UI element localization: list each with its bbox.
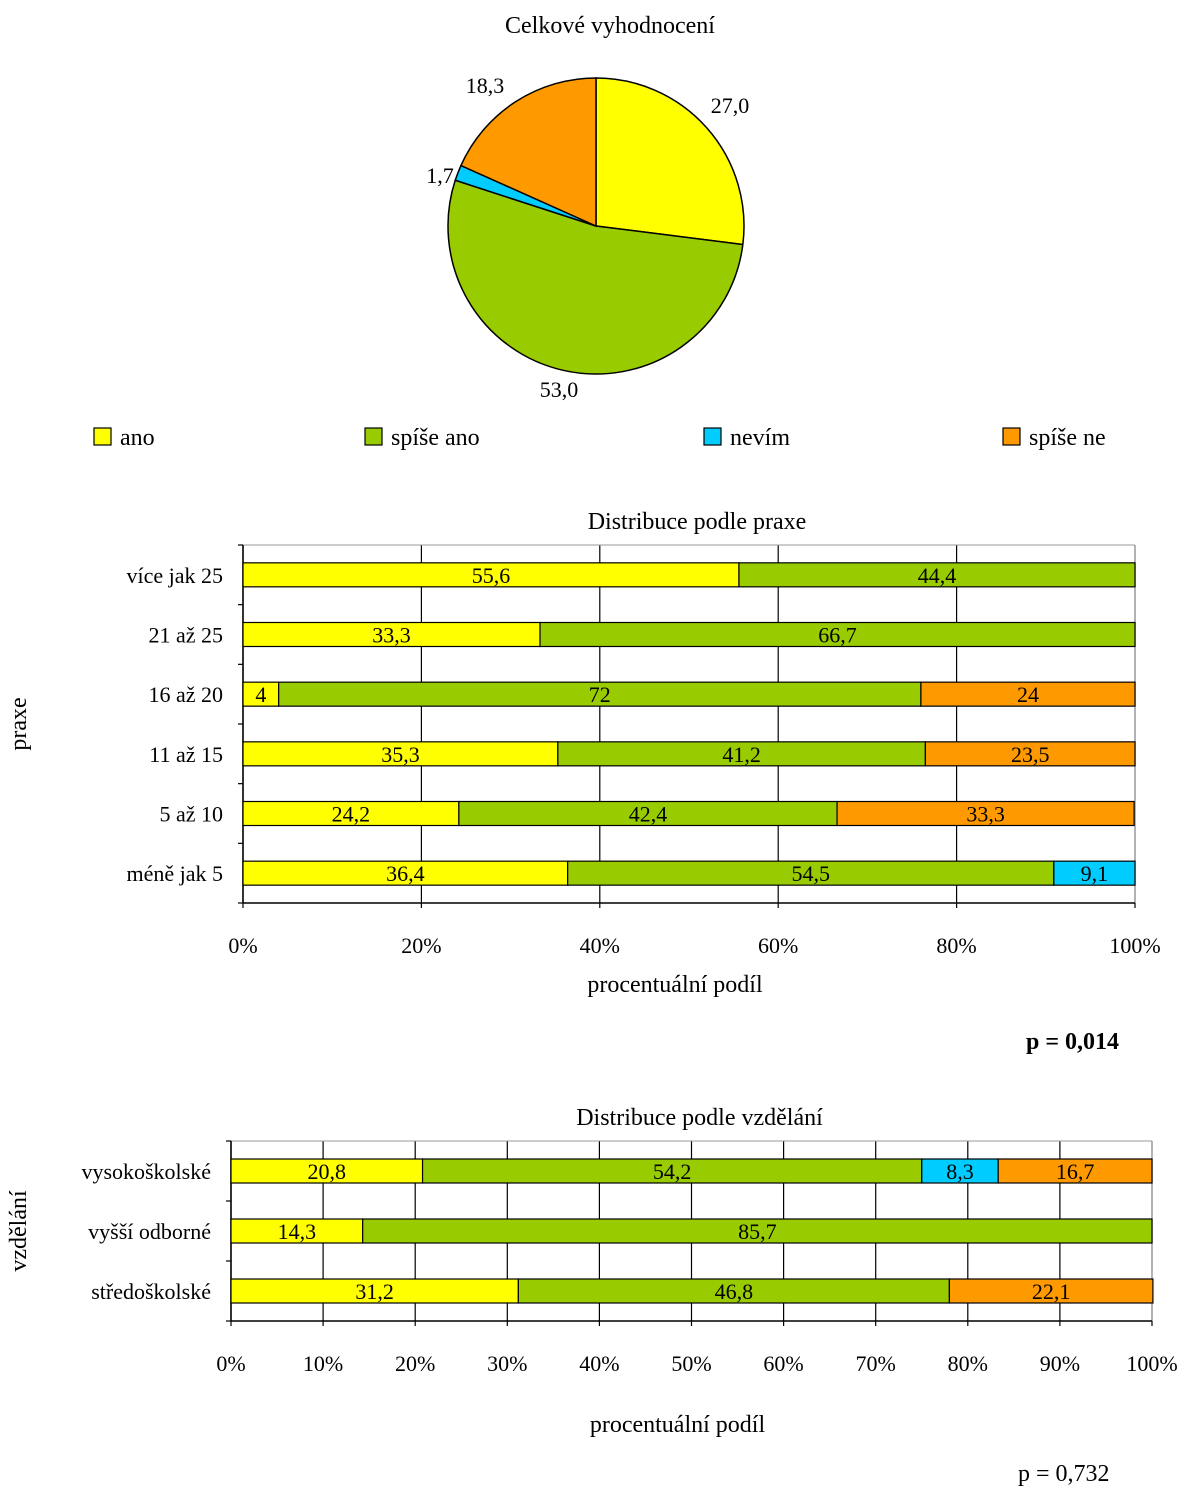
praxe-y-axis-label: praxe <box>6 697 32 750</box>
vzdelani-data-label-ano: 31,2 <box>355 1279 394 1304</box>
vzdelani-x-tick-label: 60% <box>763 1351 803 1376</box>
praxe-bar-ano <box>242 621 541 648</box>
vzdelani-category-label: vyšší odborné <box>88 1219 211 1244</box>
vzdelani-bar-ano <box>230 1278 519 1304</box>
praxe-data-label-spise-ano: 42,4 <box>629 802 668 827</box>
praxe-x-tick-label: 60% <box>758 933 798 958</box>
praxe-category-label: 5 až 10 <box>159 802 223 827</box>
praxe-x-tick-label: 20% <box>401 933 441 958</box>
praxe-bar-spise-ano <box>278 681 922 707</box>
praxe-data-label-ano: 35,3 <box>381 742 420 767</box>
praxe-data-label-spise-ano: 66,7 <box>818 623 857 648</box>
praxe-category-label: méně jak 5 <box>126 861 223 886</box>
pie-slice-ano <box>595 77 745 246</box>
praxe-bar-ano <box>242 741 559 767</box>
praxe-bar-spise-ano <box>557 741 926 767</box>
legend-swatch-spise-ne <box>1002 427 1021 446</box>
vzdelani-x-tick-label: 100% <box>1126 1351 1177 1376</box>
vzdelani-x-tick-label: 30% <box>487 1351 527 1376</box>
vzdelani-x-axis-label: procentuální podíl <box>590 1412 766 1438</box>
praxe-bar-ano <box>242 681 280 707</box>
praxe-x-axis-label: procentuální podíl <box>587 972 763 998</box>
praxe-data-label-spise-ano: 44,4 <box>918 563 957 588</box>
vzdelani-x-tick-label: 80% <box>948 1351 988 1376</box>
legend-label-nevim: nevím <box>730 425 790 451</box>
vzdelani-data-label-nevim: 8,3 <box>946 1159 974 1184</box>
praxe-data-label-spise-ne: 33,3 <box>966 802 1005 827</box>
vzdelani-x-tick-label: 10% <box>303 1351 343 1376</box>
vzdelani-category-label: středoškolské <box>91 1279 211 1304</box>
vzdelani-data-label-ano: 20,8 <box>308 1159 347 1184</box>
praxe-data-label-spise-ne: 24 <box>1017 682 1039 707</box>
praxe-bar-ano <box>242 562 740 588</box>
praxe-data-label-nevim: 9,1 <box>1081 861 1109 886</box>
praxe-data-label-ano: 4 <box>255 682 266 707</box>
praxe-bar-spise-ne <box>924 741 1136 767</box>
legend-label-spise-ne: spíše ne <box>1029 425 1106 451</box>
vzdelani-data-label-ano: 14,3 <box>278 1219 317 1244</box>
legend-label-spise-ano: spíše ano <box>391 425 480 451</box>
vzdelani-data-label-spise-ano: 54,2 <box>653 1159 692 1184</box>
vzdelani-bar-spise-ano <box>421 1158 923 1184</box>
legend-swatch-spise-ano <box>364 427 383 446</box>
pie-label-spise-ano: 53,0 <box>540 377 579 402</box>
vzdelani-bar-ano <box>230 1218 364 1244</box>
praxe-category-label: 21 až 25 <box>148 623 223 648</box>
pie-slice-spise-ne <box>459 77 597 228</box>
vzdelani-x-tick-label: 0% <box>216 1351 245 1376</box>
vzdelani-x-tick-label: 20% <box>395 1351 435 1376</box>
vzdelani-title: Distribuce podle vzdělání <box>576 1105 823 1131</box>
praxe-data-label-ano: 36,4 <box>386 861 425 886</box>
praxe-category-label: 11 až 15 <box>149 742 223 767</box>
praxe-bar-ano <box>242 800 460 827</box>
vzdelani-bar-spise-ne <box>948 1278 1154 1304</box>
praxe-bar-spise-ne <box>836 800 1135 827</box>
praxe-data-label-spise-ano: 41,2 <box>722 742 761 767</box>
pie-slice-spise-ano <box>447 179 744 375</box>
vzdelani-data-label-spise-ne: 16,7 <box>1056 1159 1095 1184</box>
praxe-data-label-spise-ano: 54,5 <box>792 861 831 886</box>
praxe-bar-spise-ano <box>567 860 1055 886</box>
praxe-bar-spise-ano <box>458 800 838 827</box>
praxe-data-label-ano: 33,3 <box>372 623 411 648</box>
legend-swatch-ano <box>93 427 112 446</box>
pie-label-spise-ne: 18,3 <box>466 73 505 98</box>
vzdelani-x-tick-label: 50% <box>671 1351 711 1376</box>
vzdelani-data-label-spise-ne: 22,1 <box>1032 1279 1071 1304</box>
praxe-data-label-spise-ne: 23,5 <box>1011 742 1050 767</box>
legend-label-ano: ano <box>120 425 155 451</box>
praxe-bar-spise-ne <box>920 681 1136 707</box>
praxe-bar-nevim <box>1053 860 1136 886</box>
praxe-category-label: více jak 25 <box>126 563 223 588</box>
praxe-data-label-spise-ano: 72 <box>589 682 611 707</box>
pie-title: Celkové vyhodnocení <box>505 13 715 39</box>
vzdelani-data-label-spise-ano: 85,7 <box>738 1219 777 1244</box>
praxe-bar-spise-ano <box>539 621 1136 648</box>
praxe-bar-spise-ano <box>738 562 1136 588</box>
vzdelani-x-tick-label: 90% <box>1040 1351 1080 1376</box>
praxe-x-tick-label: 100% <box>1109 933 1160 958</box>
praxe-data-label-ano: 24,2 <box>332 802 371 827</box>
vzdelani-x-tick-label: 70% <box>856 1351 896 1376</box>
vzdelani-bar-spise-ano <box>517 1278 950 1304</box>
praxe-x-tick-label: 80% <box>936 933 976 958</box>
praxe-category-label: 16 až 20 <box>148 682 223 707</box>
praxe-x-tick-label: 40% <box>580 933 620 958</box>
praxe-x-tick-label: 0% <box>228 933 257 958</box>
pie-label-ano: 27,0 <box>711 93 750 118</box>
praxe-title: Distribuce podle praxe <box>588 509 807 535</box>
vzdelani-y-axis-label: vzdělání <box>6 1190 32 1272</box>
vzdelani-x-tick-label: 40% <box>579 1351 619 1376</box>
legend-swatch-nevim <box>703 427 722 446</box>
praxe-data-label-ano: 55,6 <box>472 563 511 588</box>
vzdelani-bar-spise-ano <box>362 1218 1153 1244</box>
praxe-bar-ano <box>242 860 569 886</box>
pie-label-nevim: 1,7 <box>426 163 454 188</box>
vzdelani-category-label: vysokoškolské <box>81 1159 211 1184</box>
p-value-praxe: p = 0,014 <box>1026 1029 1120 1055</box>
p-value-vzdelani: p = 0,732 <box>1018 1461 1110 1487</box>
vzdelani-bar-spise-ne <box>997 1158 1153 1184</box>
vzdelani-data-label-spise-ano: 46,8 <box>715 1279 754 1304</box>
